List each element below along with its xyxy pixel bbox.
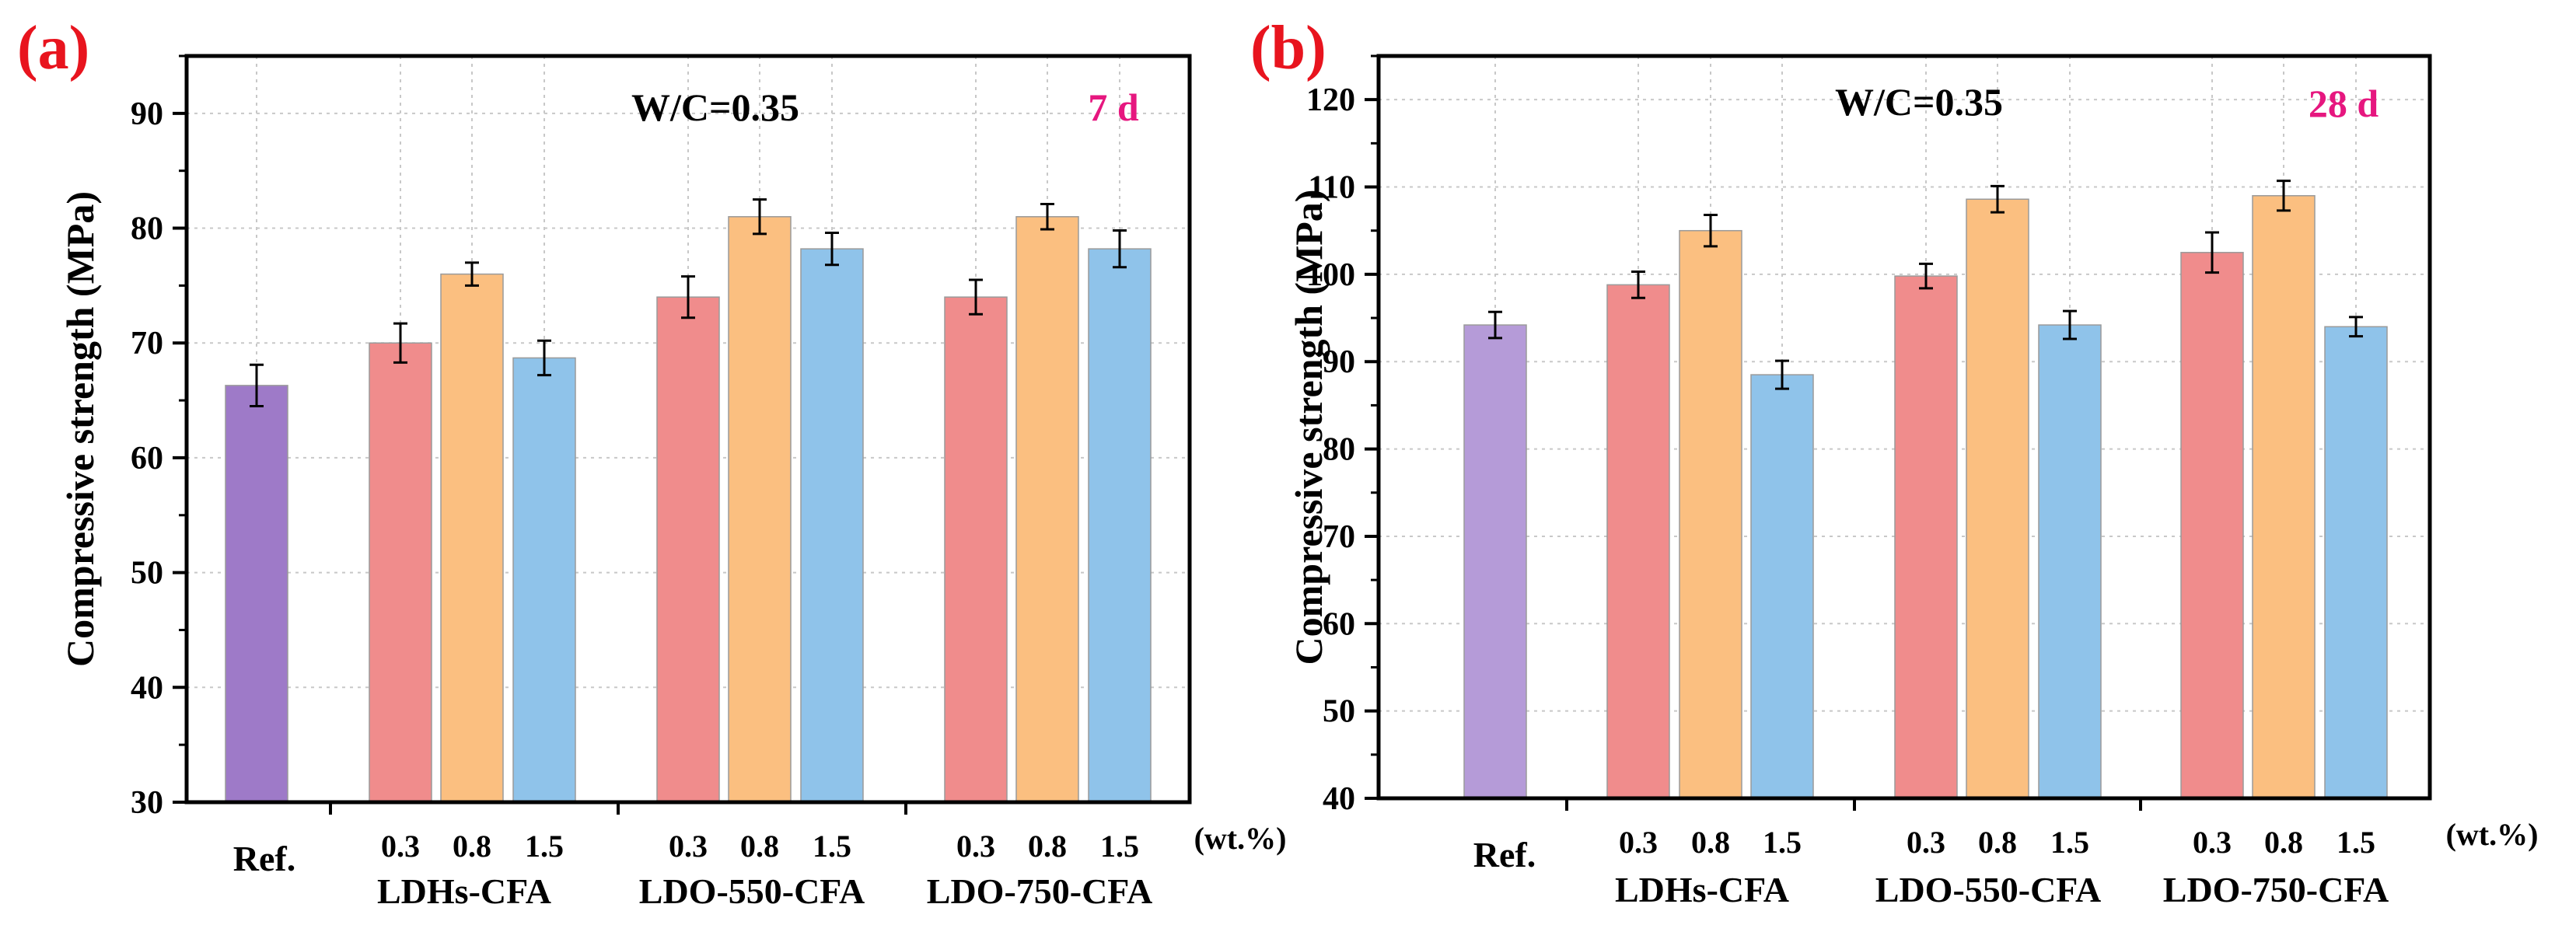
bar	[369, 342, 432, 803]
y-tick-label: 50	[1323, 694, 1355, 730]
y-tick-label: 30	[131, 785, 163, 821]
bar	[944, 296, 1008, 803]
bar	[1088, 248, 1152, 803]
y-tick-label: 80	[1323, 432, 1355, 468]
dosage-label: 0.8	[1028, 829, 1067, 864]
dosage-label: 1.5	[813, 829, 851, 864]
dosage-label: 1.5	[2337, 825, 2375, 860]
group-label: LDO-750-CFA	[2163, 870, 2389, 909]
y-tick-label: 50	[131, 556, 163, 592]
dosage-label: 0.8	[1691, 825, 1730, 860]
age-label: 7 d	[1088, 86, 1139, 129]
bar	[440, 273, 504, 803]
bar	[1463, 324, 1527, 799]
dosage-label: 0.3	[1619, 825, 1658, 860]
bar	[2180, 252, 2244, 799]
y-tick-label: 70	[131, 326, 163, 361]
dosage-label: 1.5	[1763, 825, 1802, 860]
panel-label: (b)	[1250, 14, 1326, 82]
group-label: LDHs-CFA	[1615, 870, 1789, 909]
bar	[2038, 324, 2102, 799]
y-tick-label: 80	[131, 211, 163, 247]
y-tick-label: 110	[1308, 170, 1355, 206]
y-axis-title: Compressive strength (MPa)	[1287, 190, 1330, 665]
y-tick-label: 40	[1323, 781, 1355, 817]
dosage-label: 0.8	[2264, 825, 2303, 860]
dosage-label: 0.3	[2193, 825, 2232, 860]
group-label: Ref.	[1473, 835, 1536, 874]
group-label: LDHs-CFA	[377, 871, 551, 911]
dosage-label: 0.3	[381, 829, 420, 864]
dosage-label: 0.3	[956, 829, 995, 864]
group-label: Ref.	[233, 839, 295, 878]
y-tick-label: 90	[131, 96, 163, 132]
panel-label: (a)	[17, 14, 89, 82]
plot-frame	[184, 54, 1192, 805]
dosage-label: 0.3	[1907, 825, 1945, 860]
bar	[728, 216, 792, 803]
unit-label: (wt.%)	[1194, 821, 1287, 856]
chart-panel-a: 30 40 50 60 70 80 90 0.3 0.8 1.5 0.3 0.8 1.5 0.3 0.8 1.…	[17, 14, 1286, 911]
bar	[1606, 284, 1670, 799]
y-tick-label: 120	[1306, 82, 1355, 118]
age-label: 28 d	[2309, 82, 2379, 125]
bar	[1679, 229, 1742, 799]
bar	[1750, 374, 1814, 799]
dosage-label: 0.8	[453, 829, 491, 864]
plot-frame	[1376, 54, 2432, 801]
bar	[2324, 326, 2388, 799]
bar	[1015, 216, 1079, 803]
group-label: LDO-750-CFA	[927, 871, 1152, 911]
bar	[656, 296, 720, 803]
dosage-label: 1.5	[2050, 825, 2089, 860]
group-label: LDO-550-CFA	[639, 871, 865, 911]
bar	[512, 357, 576, 803]
y-tick-label: 60	[1323, 606, 1355, 642]
bar	[1894, 275, 1958, 799]
dosage-label: 0.8	[1978, 825, 2017, 860]
group-label: LDO-550-CFA	[1875, 870, 2101, 909]
chart-panel-b: 40 50 60 70 80 90 100 110 120 0.3 0.8 1.5 0.3 0.8 1.5 0…	[1250, 14, 2538, 909]
y-tick-label: 70	[1323, 519, 1355, 555]
bar	[225, 385, 288, 803]
y-axis-title: Compressive strength (MPa)	[58, 191, 102, 667]
dosage-label: 1.5	[1100, 829, 1139, 864]
bar	[800, 248, 864, 803]
y-tick-label: 90	[1323, 344, 1355, 380]
dosage-label: 1.5	[525, 829, 564, 864]
wc-annotation: W/C=0.35	[631, 86, 799, 129]
unit-label: (wt.%)	[2446, 817, 2539, 852]
bar	[1966, 198, 2029, 799]
dosage-label: 0.3	[669, 829, 708, 864]
bar	[2252, 195, 2316, 799]
wc-annotation: W/C=0.35	[1835, 80, 2003, 124]
y-tick-label: 40	[131, 670, 163, 706]
dosage-label: 0.8	[740, 829, 779, 864]
y-tick-label: 100	[1306, 257, 1355, 293]
y-tick-label: 60	[131, 441, 163, 476]
